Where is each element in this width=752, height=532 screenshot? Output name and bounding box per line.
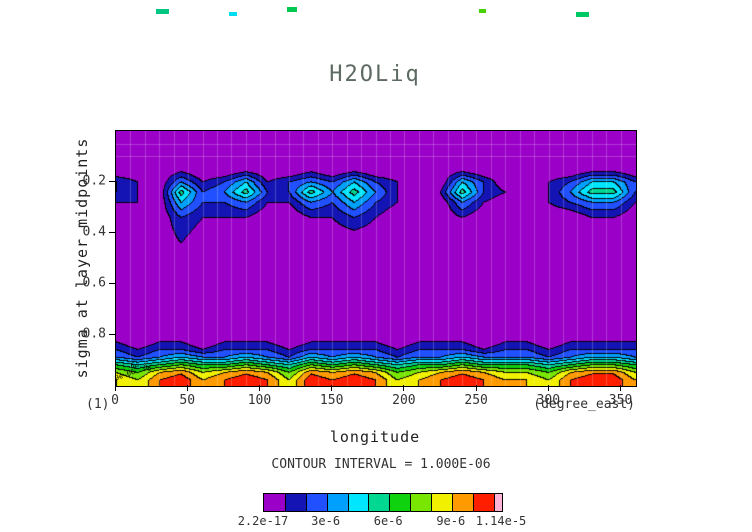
x-tick [186,385,188,391]
plot-area: 9e-06 6e-06 [113,130,637,387]
y-tick [109,282,115,284]
colorbar-tick-label: 9e-6 [436,514,466,528]
colorbar-labels: 2.2e-17 3e-6 6e-6 9e-6 1.14e-5 [238,514,527,529]
y-tick [109,333,115,335]
colorbar-segment [472,494,494,511]
x-axis-units-label: (degree_east) [533,397,635,412]
y-tick [109,180,115,182]
colorbar-tick-label: 1.14e-5 [475,514,527,528]
x-tick-label: 150 [319,393,344,408]
artifact-speck [156,9,169,14]
x-tick-label: 100 [247,393,272,408]
colorbar-segment [368,494,390,511]
contour-interval-caption: CONTOUR INTERVAL = 1.000E-06 [271,457,491,472]
colorbar-segment [493,494,502,511]
colorbar: 2.2e-17 3e-6 6e-6 9e-6 1.14e-5 [238,493,527,529]
colorbar-tick-label: 3e-6 [311,514,341,528]
artifact-speck [229,12,237,16]
colorbar-segment [389,494,411,511]
x-tick-label: 200 [392,393,416,408]
artifact-speck [479,9,486,13]
colorbar-tick-label: 2.2e-17 [237,514,289,528]
x-tick [403,385,405,391]
axis-corner-label: (1) [86,397,110,412]
x-tick [620,385,622,391]
colorbar-strip [263,493,503,512]
colorbar-segment [264,494,285,511]
colorbar-segment [451,494,473,511]
y-axis: 0.2 0.4 0.6 0.8 [80,130,115,385]
x-tick-label: 0 [111,393,119,408]
y-tick-label: 0.6 [82,275,106,291]
x-tick [114,385,116,391]
x-axis-title: longitude [329,428,421,446]
y-tick-label: 0.8 [82,326,106,342]
colorbar-segment [410,494,431,511]
y-tick-label: 0.4 [82,224,106,240]
colorbar-segment [347,494,369,511]
artifact-speck [287,7,297,12]
colorbar-segment [284,494,306,511]
chart-title: H2OLiq [329,62,421,87]
x-tick-label: 250 [464,393,488,408]
x-tick [547,385,549,391]
x-tick-label: 350 [608,393,633,408]
x-tick-label: 300 [536,393,561,408]
x-axis: 0 50 100 150 200 250 300 350 [111,385,635,411]
colorbar-segment [326,494,348,511]
x-tick-label: 50 [179,393,196,408]
colorbar-tick-label: 6e-6 [373,514,403,528]
x-tick [331,385,333,391]
artifact-speck [576,12,589,17]
y-tick-label: 0.2 [82,173,106,189]
contour-plot-canvas [116,131,636,386]
colorbar-segment [431,494,452,511]
x-tick [475,385,477,391]
colorbar-segment [305,494,327,511]
y-tick [109,231,115,233]
x-tick [258,385,260,391]
